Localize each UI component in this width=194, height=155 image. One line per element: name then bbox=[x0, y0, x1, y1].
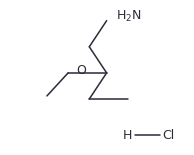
Text: O: O bbox=[76, 64, 86, 77]
Text: H: H bbox=[122, 129, 132, 142]
Text: H$_2$N: H$_2$N bbox=[116, 9, 142, 24]
Text: Cl: Cl bbox=[163, 129, 175, 142]
